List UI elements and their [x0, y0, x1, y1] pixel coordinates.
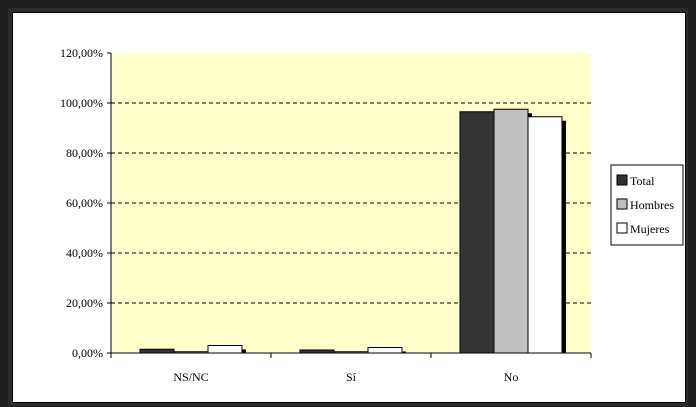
bar-hombres-2	[493, 108, 529, 354]
axes: 0,00% 20,00% 40,00% 60,00% 80,00% 100,00% 120,…	[60, 46, 592, 384]
chart-area: 0,00% 20,00% 40,00% 60,00% 80,00% 100,00% 120,…	[12, 12, 686, 403]
legend-swatch-hombres	[616, 198, 628, 210]
legend: Total Hombres Mujeres	[610, 164, 684, 246]
bar-mujeres-1	[367, 347, 403, 354]
legend-label-hombres: Hombres	[630, 198, 674, 212]
bar-total-0	[139, 348, 175, 354]
bar-mujeres-2	[527, 116, 563, 354]
x-tick-label: Sí	[346, 370, 357, 384]
bar-shadow	[242, 349, 246, 353]
y-tick-label: 120,00%	[60, 46, 103, 60]
bars	[139, 108, 566, 354]
bar-mujeres-0	[207, 345, 243, 354]
legend-label-total: Total	[630, 174, 655, 188]
y-tick-label: 0,00%	[72, 346, 103, 360]
y-tick-label: 20,00%	[66, 296, 103, 310]
y-tick-label: 100,00%	[60, 96, 103, 110]
bar-shadow	[562, 120, 566, 353]
legend-swatch-mujeres	[616, 222, 628, 234]
legend-label-mujeres: Mujeres	[630, 222, 670, 236]
y-tick-label: 40,00%	[66, 246, 103, 260]
x-tick-label: No	[504, 370, 519, 384]
bar-shadow	[402, 351, 406, 353]
bar-total-2	[459, 111, 495, 354]
bar-chart: 0,00% 20,00% 40,00% 60,00% 80,00% 100,00% 120,…	[60, 46, 684, 384]
legend-swatch-total	[616, 174, 628, 186]
x-tick-label: NS/NC	[173, 370, 208, 384]
y-tick-label: 80,00%	[66, 146, 103, 160]
y-tick-label: 60,00%	[66, 196, 103, 210]
